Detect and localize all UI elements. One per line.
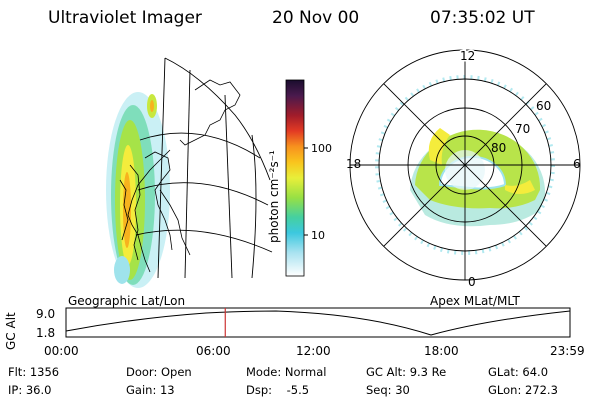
- info-door: Door: Open: [126, 365, 192, 379]
- lat-label-80: 80: [491, 141, 506, 155]
- polar-label: Apex MLat/MLT: [430, 294, 520, 308]
- info-glon: GLon: 272.3: [488, 383, 558, 397]
- colorbar-gradient: [285, 79, 305, 277]
- polar-image: 12 12 18 6 0 60 70 80: [346, 48, 581, 290]
- info-gc-alt: GC Alt: 9.3 Re: [366, 365, 447, 379]
- orbit-ytick-high: 9.0: [36, 307, 56, 321]
- time-label: 07:35:02 UT: [430, 8, 535, 28]
- orbit-ytick-low: 1.8: [36, 326, 56, 340]
- colorbar-tick-100: 100: [311, 142, 332, 155]
- info-mode: Mode: Normal: [246, 365, 327, 379]
- info-gain: Gain: 13: [126, 383, 175, 397]
- orbit-xtick-3: 18:00: [424, 344, 459, 358]
- mlt-label-12-fg: 12: [460, 49, 475, 63]
- info-ip: IP: 36.0: [8, 383, 52, 397]
- colorbar-tick-10: 10: [311, 229, 325, 242]
- geographic-grid: [135, 57, 273, 279]
- date-label: 20 Nov 00: [272, 8, 360, 28]
- instrument-title: Ultraviolet Imager: [48, 8, 202, 28]
- orbit-plot: [65, 307, 571, 338]
- orbit-altitude-curve: [65, 310, 571, 336]
- lat-label-60: 60: [536, 99, 551, 113]
- colorbar: 100 10 photon cm⁻²s⁻¹: [267, 79, 332, 277]
- mlt-label-0: 0: [468, 275, 476, 289]
- polar-grid: [349, 49, 581, 281]
- orbit-ylabel: GC Alt: [4, 312, 18, 350]
- orbit-xtick-1: 06:00: [196, 344, 231, 358]
- geographic-image: [106, 57, 273, 288]
- orbit-xtick-0: 00:00: [44, 344, 79, 358]
- lat-label-70: 70: [515, 122, 530, 136]
- orbit-xtick-4: 23:59: [550, 344, 585, 358]
- colorbar-label: photon cm⁻²s⁻¹: [267, 150, 281, 243]
- mlt-label-12: 12: [460, 49, 475, 63]
- info-flt: Flt: 1356: [8, 365, 60, 379]
- mlt-label-6: 6: [573, 157, 581, 171]
- info-seq: Seq: 30: [366, 383, 410, 397]
- info-glat: GLat: 64.0: [488, 365, 549, 379]
- geographic-label: Geographic Lat/Lon: [68, 294, 186, 308]
- mlt-label-18: 18: [346, 157, 361, 171]
- coastlines: [119, 79, 241, 273]
- info-dsp: Dsp: -5.5: [246, 383, 310, 397]
- orbit-xtick-2: 12:00: [296, 344, 331, 358]
